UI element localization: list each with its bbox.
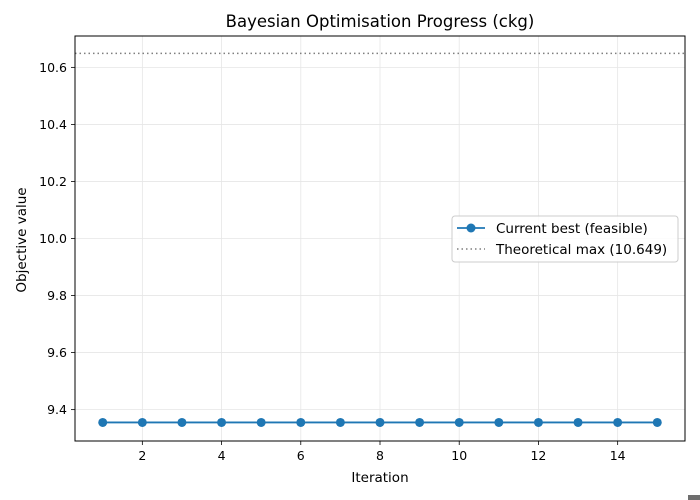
y-tick-label: 10.4 [39,117,67,132]
current-best-point [256,417,266,427]
current-best-point [415,417,425,427]
x-tick-label: 2 [138,448,146,463]
x-tick-label: 4 [218,448,226,463]
x-axis-ticks: 2 4 6 8 10 12 14 [138,441,626,463]
y-tick-label: 10.0 [39,231,67,246]
legend: Current best (feasible) Theoretical max … [451,215,679,263]
current-best-point [98,417,108,427]
x-axis-label: Iteration [351,470,408,486]
x-tick-label: 12 [530,448,546,463]
x-tick-label: 10 [451,448,467,463]
legend-label-current-best: Current best (feasible) [496,221,648,237]
current-best-point [177,417,187,427]
legend-marker-current-best [466,223,476,233]
current-best-point [613,417,623,427]
y-tick-label: 10.6 [39,60,67,75]
current-best-point [494,417,504,427]
y-tick-label: 9.8 [47,288,67,303]
legend-label-theoretical-max: Theoretical max (10.649) [495,242,667,258]
current-best-point [296,417,306,427]
x-tick-label: 6 [297,448,305,463]
legend-box [451,215,679,263]
current-best-point [533,417,543,427]
current-best-point [375,417,385,427]
current-best-point [335,417,345,427]
y-tick-label: 10.2 [39,174,67,189]
series-layer [98,417,662,427]
y-axis-label: Objective value [14,187,30,292]
current-best-point [454,417,464,427]
chart-title: Bayesian Optimisation Progress (ckg) [226,12,535,31]
x-tick-label: 8 [376,448,384,463]
x-tick-label: 14 [610,448,626,463]
current-best-point [137,417,147,427]
y-tick-label: 9.6 [47,345,67,360]
y-tick-label: 9.4 [47,402,67,417]
current-best-point [652,417,662,427]
y-axis-ticks: 9.4 9.6 9.8 10.0 10.2 10.4 10.6 [39,60,75,417]
current-best-point [573,417,583,427]
corner-mark [688,495,700,500]
current-best-point [217,417,227,427]
